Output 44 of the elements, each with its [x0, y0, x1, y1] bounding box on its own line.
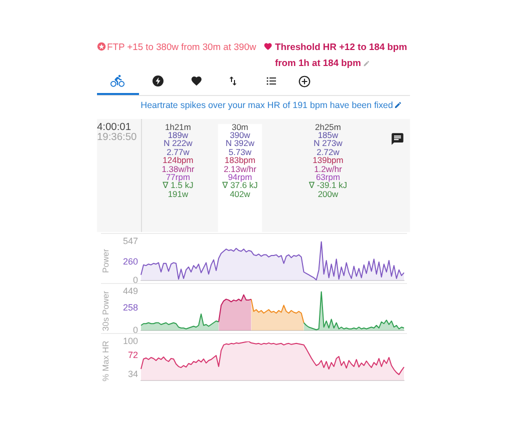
text: 5.73w [228, 146, 252, 157]
y-tick-label: 449 [122, 286, 138, 296]
y-tick-label: 72 [128, 350, 138, 360]
text: 4:00:01 [97, 122, 131, 133]
y-tick-label: 258 [122, 302, 138, 313]
text: 77rpm [166, 172, 190, 182]
text: 200w [318, 188, 338, 199]
y-axis-title: 30s Power [100, 290, 110, 332]
y-tick-label: 547 [122, 236, 138, 246]
y-axis-title: % Max HR [100, 340, 110, 382]
text: Threshold HR +12 to 184 bpm from 1h at 184 bpm [275, 41, 408, 68]
text: ∇ 1.5 kJ [162, 180, 194, 190]
text: 189w [168, 130, 188, 140]
text: 2.13w/hr [224, 164, 256, 174]
text: 185w [318, 130, 338, 140]
y-tick-label: 260 [122, 256, 138, 266]
text: 2h25m [315, 122, 341, 132]
text: 390w [230, 130, 250, 140]
text: 139bpm [312, 155, 344, 166]
text: N 222w [164, 138, 192, 148]
y-tick-label: 34 [128, 369, 138, 380]
text: 183bpm [224, 155, 256, 166]
text: 1.38w/hr [162, 164, 194, 174]
y-axis-title: Power [100, 248, 110, 274]
text: 94rpm [228, 172, 252, 182]
text: 1h21m [165, 122, 191, 132]
text: 63rpm [316, 172, 340, 182]
y-tick-label: 0 [132, 325, 138, 336]
y-tick-label: 100 [122, 336, 138, 346]
text: 2.72w [316, 146, 340, 157]
text: 19:36:50 [97, 132, 137, 143]
text: N 392w [226, 138, 254, 148]
text: 124bpm [162, 155, 194, 166]
text: 191w [168, 188, 188, 199]
text: 2.77w [166, 146, 190, 157]
text: 402w [230, 188, 250, 199]
text: Heartrate spikes over your max HR of 191 bpm have been fixed [140, 100, 393, 110]
text: ∇ -39.1 kJ [308, 180, 348, 190]
text: ∇ 37.6 kJ [222, 180, 258, 190]
text: 1.2w/hr [314, 164, 342, 174]
y-tick-label: 0 [132, 275, 138, 286]
text: 30m [232, 122, 248, 132]
text: N 273w [314, 138, 342, 148]
text: FTP +15 to 380w from 30m at 390w [107, 41, 256, 52]
